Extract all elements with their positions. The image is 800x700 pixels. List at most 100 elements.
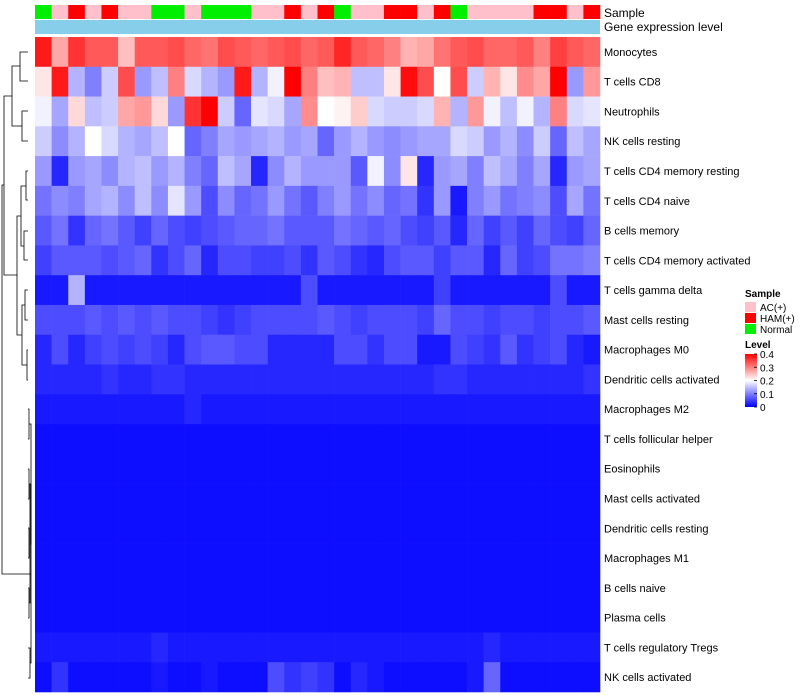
heatmap-cell: [450, 543, 468, 574]
heatmap-cell: [433, 483, 451, 514]
heatmap-cell: [184, 245, 202, 276]
heatmap-cell: [35, 572, 52, 603]
heatmap-cell: [566, 66, 584, 97]
heatmap-cell: [334, 215, 352, 246]
heatmap-cell: [151, 275, 169, 306]
heatmap-cell: [367, 215, 385, 246]
heatmap-cell: [134, 394, 152, 425]
heatmap-cell: [35, 215, 52, 246]
heatmap-cell: [217, 66, 235, 97]
heatmap-cell: [500, 453, 518, 484]
heatmap-cell: [350, 483, 368, 514]
heatmap-cell: [500, 275, 518, 306]
heatmap-cell: [51, 602, 69, 633]
heatmap-cell: [51, 304, 69, 336]
heatmap-cell: [317, 424, 335, 455]
heatmap-cell: [184, 185, 202, 216]
heatmap-cell: [217, 275, 235, 306]
sample-cell: [334, 5, 352, 19]
heatmap-cell: [251, 185, 268, 216]
heatmap-cell: [184, 543, 202, 574]
heatmap-cell: [284, 543, 302, 574]
heatmap-cell: [151, 632, 169, 663]
heatmap-cell: [51, 543, 69, 574]
heatmap-cell: [533, 483, 551, 514]
row-label: Plasma cells: [604, 613, 666, 625]
heatmap-cell: [483, 543, 501, 574]
row-label: NK cells resting: [604, 136, 680, 148]
heatmap-cell: [51, 126, 69, 157]
heatmap-cell: [433, 334, 451, 365]
heatmap-cell: [334, 156, 352, 187]
heatmap-cell: [467, 364, 484, 395]
sample-cell: [566, 5, 584, 19]
expression-annotation-track: [35, 20, 600, 34]
heatmap-cell: [267, 602, 285, 633]
heatmap-cell: [483, 126, 501, 157]
heatmap-cell: [483, 394, 501, 425]
heatmap-cell: [383, 66, 401, 97]
heatmap-cell: [151, 37, 169, 68]
heatmap-cell: [433, 602, 451, 633]
heatmap-cell: [267, 304, 285, 336]
heatmap-cell: [516, 37, 534, 68]
heatmap-cell: [184, 394, 202, 425]
sample-cell: [68, 5, 86, 19]
heatmap-cell: [217, 156, 235, 187]
heatmap-cell: [483, 483, 501, 514]
heatmap-cell: [284, 424, 302, 455]
heatmap-cell: [300, 66, 318, 97]
heatmap-cell: [201, 662, 219, 693]
heatmap-cell: [550, 662, 568, 693]
heatmap-cell: [201, 156, 219, 187]
heatmap-cell: [151, 424, 169, 455]
heatmap-cell: [35, 364, 52, 395]
heatmap-cell: [217, 304, 235, 336]
heatmap-cell: [234, 424, 252, 455]
heatmap-cell: [533, 66, 551, 97]
sample-cell: [267, 5, 285, 19]
heatmap-cell: [151, 185, 169, 216]
heatmap-cell: [201, 275, 219, 306]
heatmap-cell: [417, 37, 435, 68]
heatmap-cell: [583, 424, 601, 455]
legend-level-ticks: 0.4 0.3 0.2 0.1 0: [754, 350, 774, 414]
heatmap-cell: [35, 37, 52, 68]
heatmap-cell: [433, 37, 451, 68]
heatmap-cell: [417, 453, 435, 484]
heatmap-cell: [367, 513, 385, 544]
heatmap-cell: [516, 215, 534, 246]
heatmap-cell: [51, 513, 69, 544]
heatmap-cell: [566, 96, 584, 127]
heatmap-cell: [267, 364, 285, 395]
heatmap-cell: [101, 334, 119, 365]
heatmap-cell: [101, 37, 119, 68]
heatmap-cell: [35, 513, 52, 544]
heatmap-cell: [483, 572, 501, 603]
heatmap-cell: [367, 156, 385, 187]
heatmap-cell: [467, 632, 484, 663]
heatmap-cell: [383, 632, 401, 663]
heatmap-cell: [118, 304, 136, 336]
heatmap-cell: [167, 394, 185, 425]
heatmap-cell: [450, 513, 468, 544]
heatmap-cell: [217, 513, 235, 544]
heatmap-cell: [35, 394, 52, 425]
heatmap-cell: [201, 453, 219, 484]
heatmap-cell: [118, 483, 136, 514]
heatmap-cell: [467, 215, 484, 246]
heatmap-cell: [101, 185, 119, 216]
heatmap-cell: [483, 364, 501, 395]
heatmap-cell: [101, 632, 119, 663]
heatmap-cell: [467, 424, 484, 455]
heatmap-cell: [500, 602, 518, 633]
heatmap-cell: [167, 662, 185, 693]
heatmap-cell: [433, 245, 451, 276]
heatmap-cell: [433, 632, 451, 663]
heatmap-cell: [101, 483, 119, 514]
heatmap-cell: [300, 245, 318, 276]
heatmap-cell: [234, 126, 252, 157]
expression-track-bar: [35, 20, 600, 34]
heatmap-cell: [383, 394, 401, 425]
sample-cell: [500, 5, 518, 19]
